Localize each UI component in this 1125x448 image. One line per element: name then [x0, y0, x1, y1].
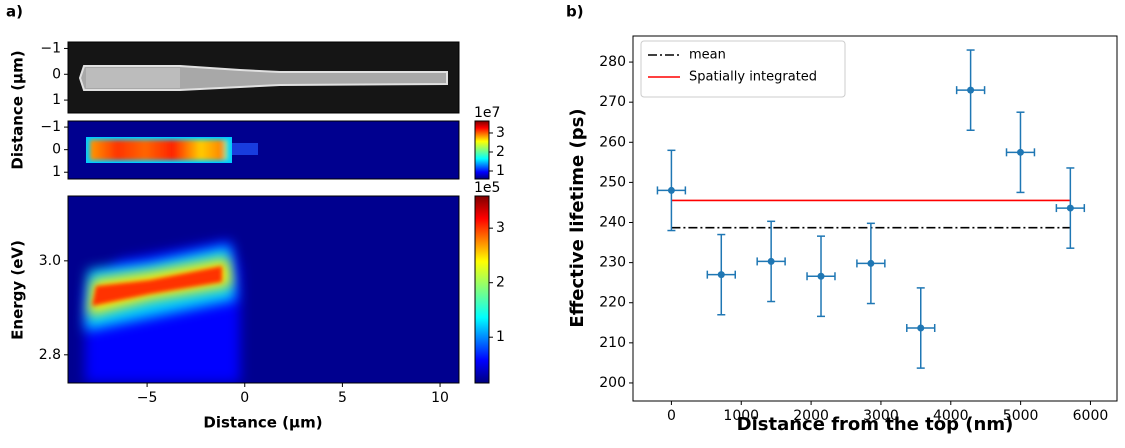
data-point	[1016, 148, 1024, 156]
colorbar-offset: 1e5	[474, 180, 500, 196]
y-tick-label: 230	[599, 255, 626, 271]
colorbar-tick-label: 1	[496, 163, 505, 179]
data-point	[1066, 204, 1074, 212]
y-axis-label: Distance (μm)	[9, 50, 27, 169]
y-tick-label: −1	[40, 40, 61, 56]
y-tick-label: 270	[599, 94, 626, 110]
x-tick-label: 2000	[793, 408, 829, 424]
colorbar-offset: 1e7	[474, 105, 500, 121]
y-tick-label: 1	[52, 92, 61, 108]
x-axis-label: Distance from the top (nm)	[737, 414, 1014, 435]
x-tick-label: 3000	[863, 408, 899, 424]
colorbar-tick-label: 2	[496, 144, 505, 160]
y-tick-label: 0	[52, 142, 61, 158]
legend-label: mean	[689, 48, 726, 63]
x-axis-label: Distance (μm)	[203, 414, 322, 432]
colorbar-tick-label: 3	[496, 125, 505, 141]
x-tick-label: 5000	[1003, 408, 1039, 424]
y-axis-label: Effective lifetime (ps)	[567, 108, 588, 327]
spectrum-map	[68, 196, 459, 383]
colorbar-frame	[474, 120, 490, 180]
y-tick-label: 1	[52, 164, 61, 180]
x-tick-label: 0	[240, 390, 249, 406]
data-point	[767, 257, 775, 265]
axes-frame	[67, 41, 460, 114]
legend-box	[640, 40, 846, 98]
x-tick-label: 5	[338, 390, 347, 406]
y-tick-label: 280	[599, 54, 626, 70]
panel-label: b)	[566, 3, 584, 21]
y-tick-label: −1	[40, 119, 61, 135]
y-axis-label: Energy (eV)	[9, 240, 27, 340]
colorbar-tick-label: 1	[496, 329, 505, 345]
y-tick-label: 2.8	[39, 347, 61, 363]
x-tick-label: 6000	[1073, 408, 1109, 424]
panel-label: a)	[6, 3, 23, 21]
y-tick-label: 220	[599, 295, 626, 311]
y-tick-label: 250	[599, 174, 626, 190]
legend-label: Spatially integrated	[689, 70, 817, 85]
colorbar	[475, 121, 489, 179]
y-tick-label: 200	[599, 375, 626, 391]
colorbar	[475, 196, 489, 383]
data-point	[867, 259, 875, 267]
sem-image	[68, 42, 459, 113]
y-tick-label: 210	[599, 335, 626, 351]
x-tick-label: 10	[431, 390, 449, 406]
colorbar-tick-label: 2	[496, 275, 505, 291]
data-point	[967, 86, 975, 94]
axes-frame	[632, 35, 1118, 402]
y-tick-label: 240	[599, 215, 626, 231]
data-point	[717, 271, 725, 279]
pl-map	[68, 121, 459, 179]
data-point	[667, 186, 675, 194]
y-tick-label: 3.0	[39, 253, 61, 269]
axes-frame	[67, 195, 460, 384]
x-tick-label: 0	[667, 408, 676, 424]
data-point	[917, 324, 925, 332]
y-tick-label: 0	[52, 66, 61, 82]
data-point	[817, 272, 825, 280]
colorbar-frame	[474, 195, 490, 384]
x-tick-label: 1000	[723, 408, 759, 424]
colorbar-tick-label: 3	[496, 220, 505, 236]
x-tick-label: 4000	[933, 408, 969, 424]
x-tick-label: −5	[137, 390, 158, 406]
y-tick-label: 260	[599, 134, 626, 150]
